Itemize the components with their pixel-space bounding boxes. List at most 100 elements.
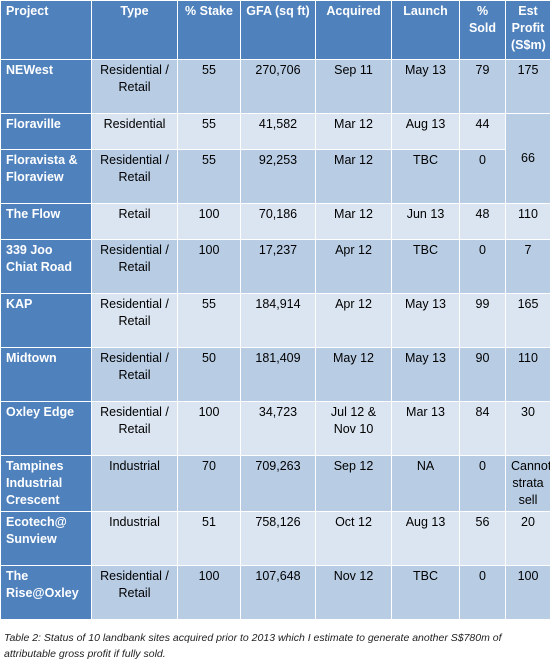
stake-cell: 50 (177, 347, 241, 402)
header-profit: Est Profit (S$m) (505, 0, 550, 60)
project-cell: Oxley Edge (0, 401, 92, 456)
acquired-cell: Sep 11 (315, 59, 392, 114)
table-row: NEWest Residential / Retail 55 270,706 S… (0, 59, 550, 114)
header-gfa: GFA (sq ft) (240, 0, 316, 60)
gfa-cell: 184,914 (240, 293, 316, 348)
profit-cell: 66 (505, 113, 550, 204)
stake-cell: 70 (177, 455, 241, 512)
stake-cell: 100 (177, 401, 241, 456)
project-cell: Tampines Industrial Crescent (0, 455, 92, 512)
header-type: Type (91, 0, 178, 60)
gfa-cell: 709,263 (240, 455, 316, 512)
table-caption: Table 2: Status of 10 landbank sites acq… (4, 632, 502, 660)
profit-cell: 165 (505, 293, 550, 348)
table-row: 339 Joo Chiat Road Residential / Retail … (0, 239, 550, 294)
gfa-cell: 41,582 (240, 113, 316, 150)
sold-cell: 48 (459, 203, 506, 240)
type-cell: Residential / Retail (91, 565, 178, 620)
sold-cell: 90 (459, 347, 506, 402)
stake-cell: 100 (177, 239, 241, 294)
landbank-table-wrap: Project Type % Stake GFA (sq ft) Acquire… (0, 0, 550, 620)
profit-cell: 175 (505, 59, 550, 114)
launch-cell: TBC (391, 565, 460, 620)
launch-cell: Mar 13 (391, 401, 460, 456)
acquired-cell: Mar 12 (315, 203, 392, 240)
stake-cell: 100 (177, 565, 241, 620)
type-cell: Residential / Retail (91, 149, 178, 204)
type-cell: Residential / Retail (91, 293, 178, 348)
project-cell: 339 Joo Chiat Road (0, 239, 92, 294)
launch-cell: Aug 13 (391, 113, 460, 150)
stake-cell: 55 (177, 59, 241, 114)
project-cell: Floraville (0, 113, 92, 150)
table-row: Midtown Residential / Retail 50 181,409 … (0, 347, 550, 402)
project-cell: Midtown (0, 347, 92, 402)
sold-cell: 56 (459, 511, 506, 566)
profit-cell: 7 (505, 239, 550, 294)
table-row: Floraville Residential 55 41,582 Mar 12 … (0, 113, 550, 204)
acquired-cell: Nov 12 (315, 565, 392, 620)
header-launch: Launch (391, 0, 460, 60)
profit-cell: 110 (505, 203, 550, 240)
sold-cell: 84 (459, 401, 506, 456)
profit-cell: 110 (505, 347, 550, 402)
header-project: Project (0, 0, 92, 60)
stake-cell: 51 (177, 511, 241, 566)
table-row: Floravista & Floraview Residential / Ret… (0, 149, 550, 204)
landbank-table: Project Type % Stake GFA (sq ft) Acquire… (0, 0, 550, 620)
acquired-cell: Oct 12 (315, 511, 392, 566)
project-cell: NEWest (0, 59, 92, 114)
acquired-cell: Sep 12 (315, 455, 392, 512)
type-cell: Residential / Retail (91, 59, 178, 114)
stake-cell: 55 (177, 149, 241, 204)
profit-cell: 100 (505, 565, 550, 620)
type-cell: Residential (91, 113, 178, 150)
acquired-cell: Mar 12 (315, 149, 392, 204)
sold-cell: 0 (459, 149, 506, 204)
stake-cell: 55 (177, 113, 241, 150)
table-row: KAP Residential / Retail 55 184,914 Apr … (0, 293, 550, 348)
sold-cell: 44 (459, 113, 506, 150)
gfa-cell: 107,648 (240, 565, 316, 620)
header-stake: % Stake (177, 0, 241, 60)
project-cell: KAP (0, 293, 92, 348)
type-cell: Industrial (91, 455, 178, 512)
sold-cell: 79 (459, 59, 506, 114)
launch-cell: TBC (391, 149, 460, 204)
launch-cell: May 13 (391, 347, 460, 402)
type-cell: Retail (91, 203, 178, 240)
project-cell: The Flow (0, 203, 92, 240)
stake-cell: 100 (177, 203, 241, 240)
type-cell: Residential / Retail (91, 347, 178, 402)
acquired-cell: Apr 12 (315, 239, 392, 294)
acquired-cell: Mar 12 (315, 113, 392, 150)
launch-cell: TBC (391, 239, 460, 294)
table-row: Tampines Industrial Crescent Industrial … (0, 455, 550, 512)
acquired-cell: Apr 12 (315, 293, 392, 348)
profit-cell: 20 (505, 511, 550, 566)
acquired-cell: Jul 12 & Nov 10 (315, 401, 392, 456)
sold-cell: 0 (459, 239, 506, 294)
launch-cell: May 13 (391, 59, 460, 114)
table-row: Ecotech@ Sunview Industrial 51 758,126 O… (0, 511, 550, 566)
header-sold: % Sold (459, 0, 506, 60)
launch-cell: Jun 13 (391, 203, 460, 240)
project-cell: The Rise@Oxley (0, 565, 92, 620)
gfa-cell: 758,126 (240, 511, 316, 566)
gfa-cell: 92,253 (240, 149, 316, 204)
gfa-cell: 70,186 (240, 203, 316, 240)
gfa-cell: 17,237 (240, 239, 316, 294)
type-cell: Industrial (91, 511, 178, 566)
table-row: The Rise@Oxley Residential / Retail 100 … (0, 565, 550, 620)
sold-cell: 0 (459, 565, 506, 620)
project-cell: Ecotech@ Sunview (0, 511, 92, 566)
acquired-cell: May 12 (315, 347, 392, 402)
type-cell: Residential / Retail (91, 239, 178, 294)
gfa-cell: 181,409 (240, 347, 316, 402)
sold-cell: 0 (459, 455, 506, 512)
gfa-cell: 34,723 (240, 401, 316, 456)
header-acquired: Acquired (315, 0, 392, 60)
header-row: Project Type % Stake GFA (sq ft) Acquire… (0, 0, 550, 60)
profit-cell: 30 (505, 401, 550, 456)
sold-cell: 99 (459, 293, 506, 348)
